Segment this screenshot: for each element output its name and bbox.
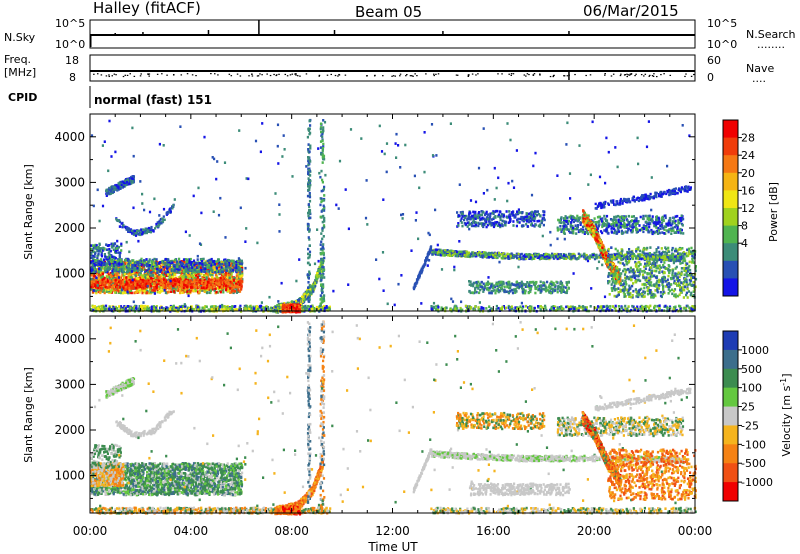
colorbar-swatch [723,243,738,262]
freq-tick-top: 18 [65,54,79,67]
colorbar-tick-label: -1000 [741,476,773,489]
range-tick-label: 3000 [54,377,85,391]
nsky-trace [90,20,695,47]
freq-label-2: [MHz] [4,66,36,79]
site-title: Halley (fitACF) [93,0,201,17]
colorbar-swatch [723,482,738,502]
nave-label: Nave [746,62,774,75]
time-tick-label: 20:00 [577,524,612,538]
freq-panel: Freq. [MHz] 18 8 60 0 Nave .... [4,53,774,85]
nsearch-label: N.Search [746,28,796,41]
colorbar-swatch [723,425,738,445]
power-colorbar-label: Power [dB] [767,182,780,242]
nave-tick-bottom: 0 [707,71,714,84]
velocity-data [90,320,697,516]
colorbar-swatch [723,172,738,191]
beam-title: Beam 05 [355,3,422,21]
colorbar-swatch [723,225,738,244]
colorbar-swatch [723,368,738,389]
colorbar-swatch [723,260,738,279]
time-tick-label: 12:00 [375,524,410,538]
time-axis: 00:00 04:00 08:00 12:00 16:00 20:00 00:00 [73,114,713,538]
colorbar-swatch [723,278,738,297]
colorbar-tick-label: 500 [741,363,762,376]
colorbar-swatch [723,208,738,227]
time-tick-label: 16:00 [476,524,511,538]
colorbar-swatch [723,406,738,426]
range-tick-label: 2000 [54,221,85,235]
time-tick-label: 08:00 [274,524,309,538]
range-tick-label: 4000 [54,332,85,346]
colorbar-tick-label: 4 [741,237,748,250]
range-tick-label: 2000 [54,423,85,437]
colorbar-tick-label: 12 [741,202,755,215]
colorbar-swatch [723,331,738,351]
power-colorbar: 28 24 20 16 12 8 4 Power [dB] [722,119,780,297]
velocity-ylabel: Slant Range [km] [22,367,35,463]
freq-trace [90,70,695,80]
velocity-yaxis: 1000 2000 3000 4000 [54,332,695,499]
time-tick-label: 00:00 [678,524,713,538]
colorbar-tick-label: 8 [741,220,748,233]
nave-tick-top: 60 [707,54,721,67]
velocity-colorbar: 1000 500 100 25 -25 -100 -500 -1000 Velocity [m… [722,330,793,502]
cpid-label: CPID [8,91,37,104]
power-yaxis: 1000 2000 3000 4000 [54,130,695,297]
colorbar-swatch [723,349,738,370]
power-panel: 1000 2000 3000 4000 Slant Range [km] [22,113,698,314]
range-tick-label: 1000 [54,267,85,281]
nsearch-tick-bottom: 10^0 [707,38,737,51]
colorbar-tick-label: -500 [741,457,766,470]
colorbar-swatch [723,120,738,139]
nave-dots: .... [752,72,766,85]
colorbar-swatch [723,137,738,156]
time-tick-label: 04:00 [174,524,209,538]
nsky-tick-top: 10^5 [55,17,85,30]
range-tick-label: 4000 [54,130,85,144]
colorbar-tick-label: 16 [741,184,755,197]
velocity-colorbar-label: Velocity [m s-1] [779,373,793,456]
nsky-panel: N.Sky 10^5 10^0 N.Search ........ 10^5 1… [4,17,796,51]
nsearch-tick-top: 10^5 [707,17,737,30]
date-title: 06/Mar/2015 [583,2,679,20]
colorbar-swatch [723,190,738,209]
colorbar-tick-label: 24 [741,149,755,162]
freq-label-1: Freq. [4,53,31,66]
colorbar-tick-label: 25 [741,401,755,414]
colorbar-swatch [723,155,738,174]
nsearch-dots: ........ [757,38,785,51]
velocity-panel: 1000 2000 3000 4000 Slant Range [km] [22,315,697,516]
freq-tick-bottom: 8 [69,71,76,84]
colorbar-swatch [723,387,738,408]
colorbar-tick-label: 20 [741,167,755,180]
power-data [90,118,698,314]
power-ylabel: Slant Range [km] [22,164,35,260]
colorbar-tick-label: -100 [741,438,766,451]
colorbar-tick-label: -25 [741,419,759,432]
colorbar-tick-label: 1000 [741,344,769,357]
nsky-label: N.Sky [4,31,36,44]
cpid-text: normal (fast) 151 [94,93,212,107]
range-tick-label: 3000 [54,175,85,189]
colorbar-swatch [723,444,738,464]
time-axis-label: Time UT [367,540,418,554]
colorbar-tick-label: 100 [741,382,762,395]
time-tick-label: 00:00 [73,524,108,538]
colorbar-swatch [723,463,738,483]
colorbar-tick-label: 28 [741,132,755,145]
nsky-tick-bottom: 10^0 [55,38,85,51]
range-tick-label: 1000 [54,469,85,483]
